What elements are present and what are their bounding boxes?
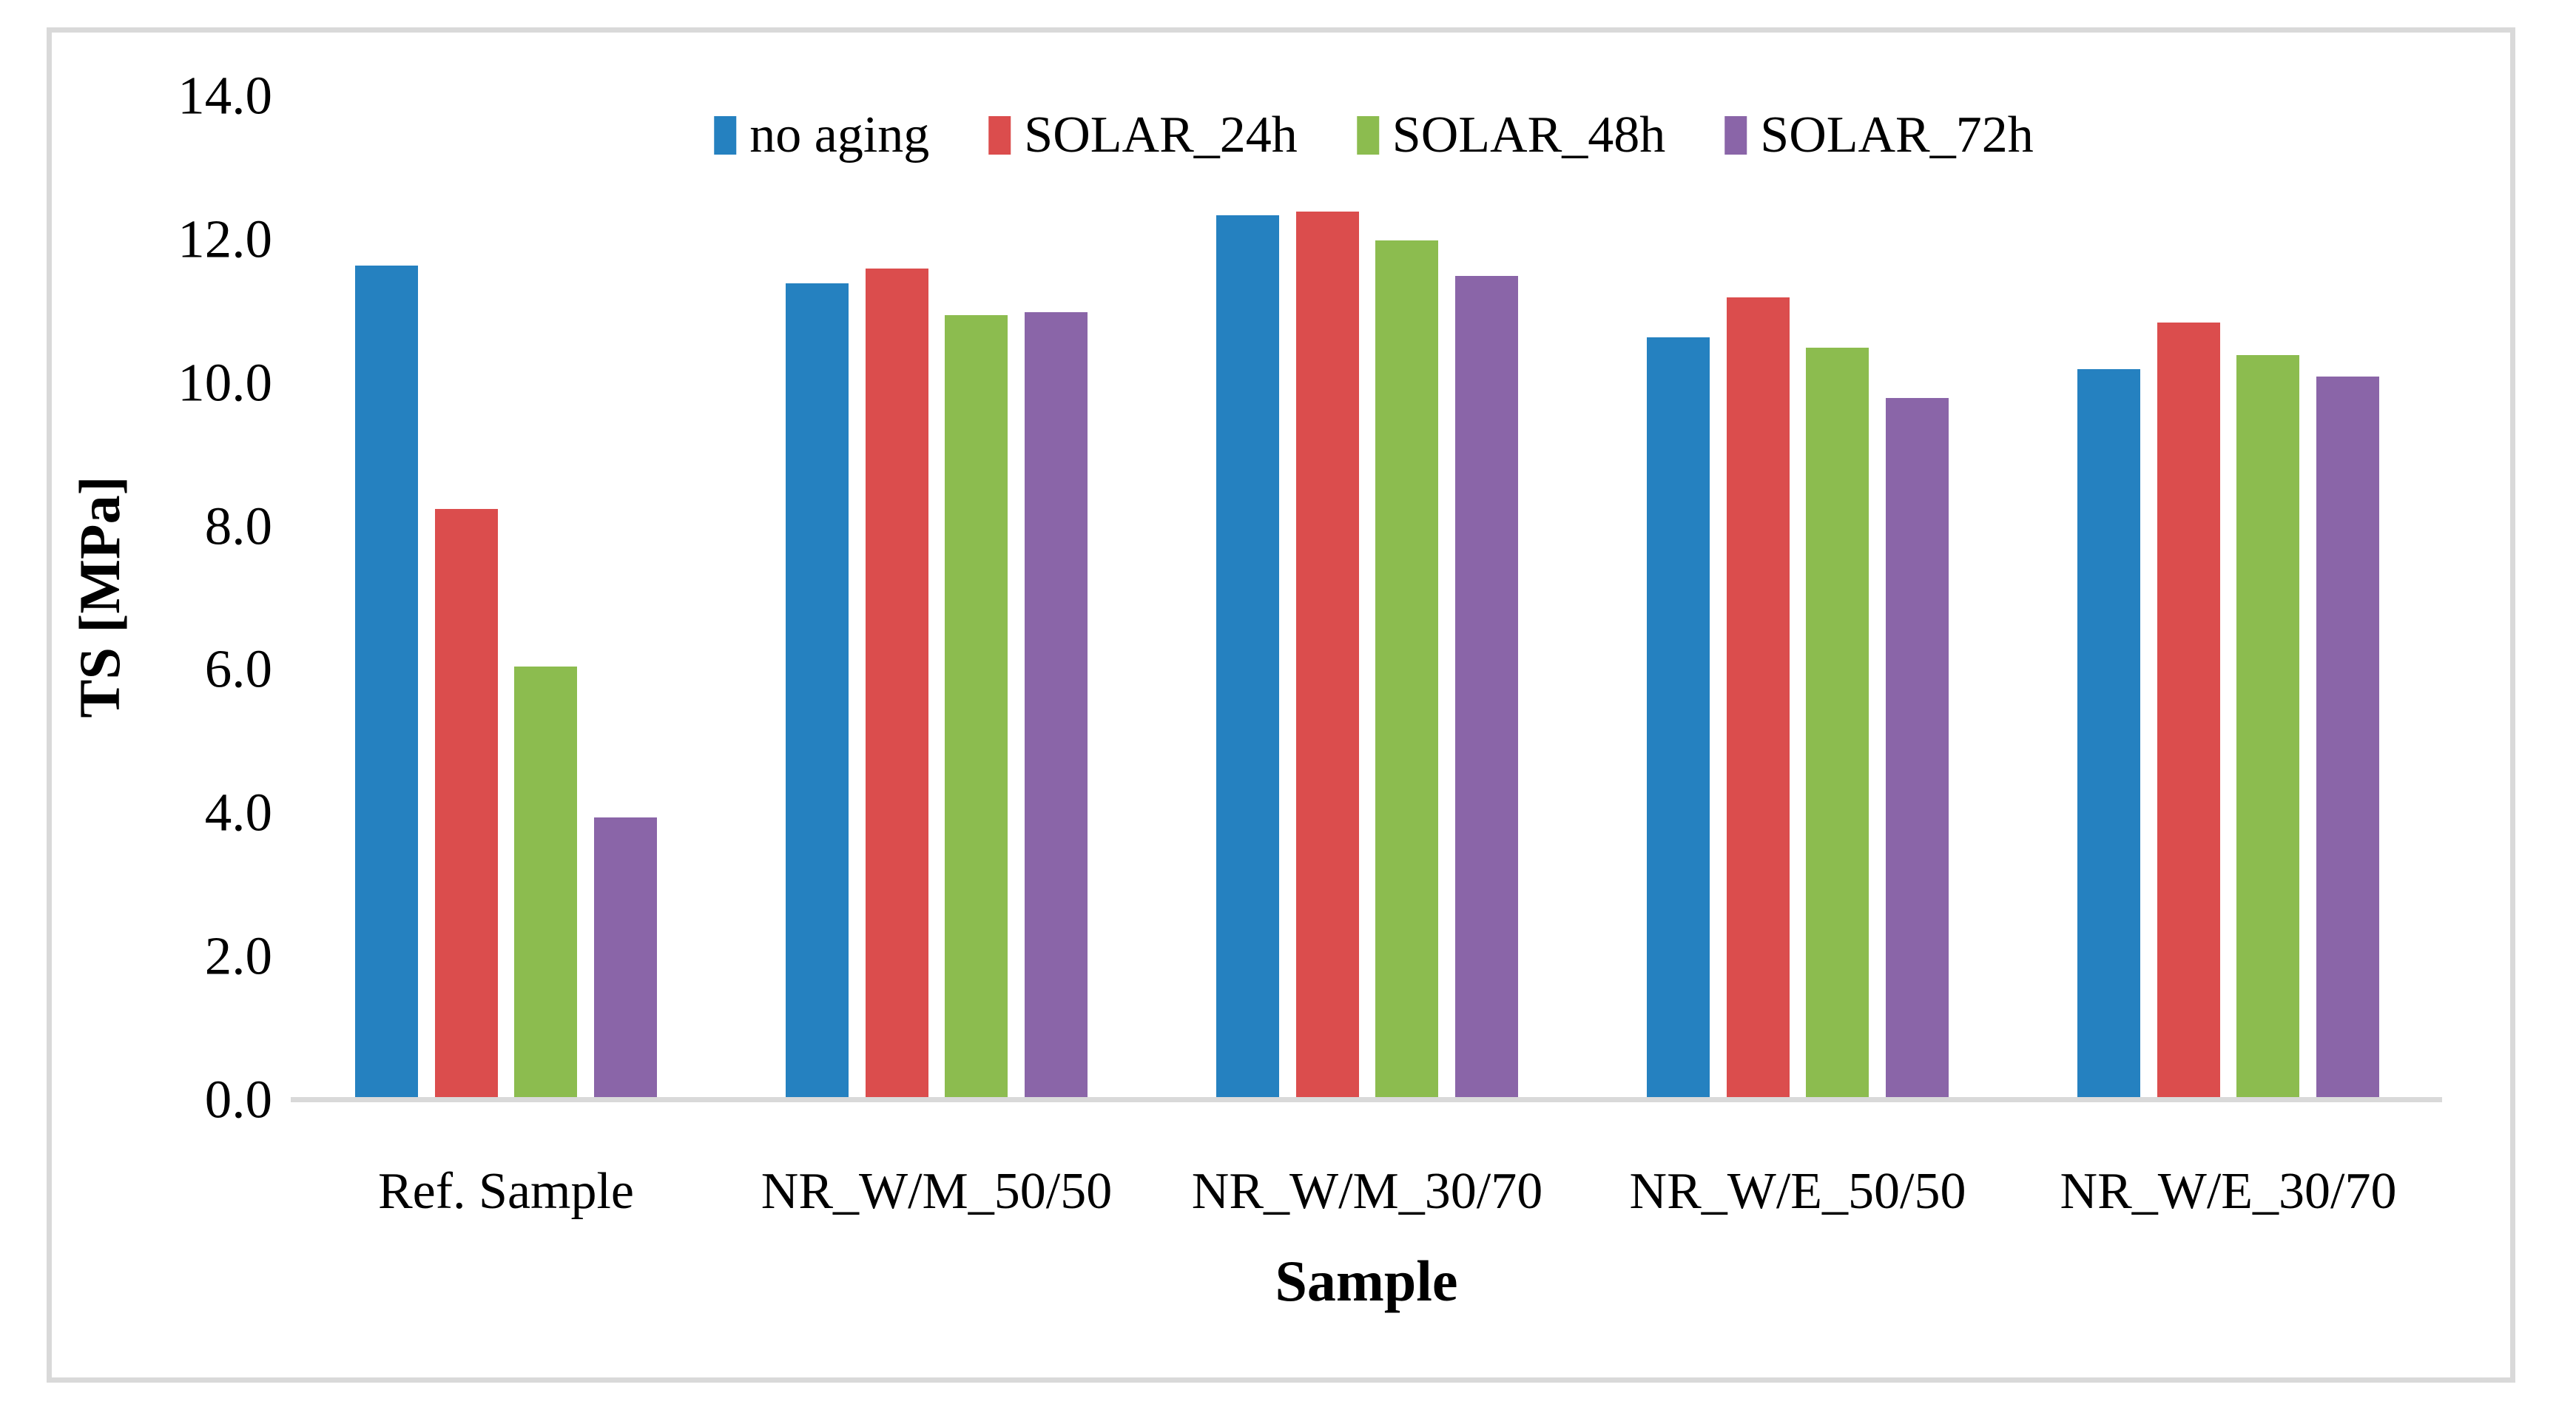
legend-label: no aging (749, 107, 930, 163)
y-axis-tick-label: 10.0 (178, 352, 272, 413)
y-axis-tick-label: 0.0 (204, 1069, 272, 1130)
legend-label: SOLAR_72h (1760, 107, 2034, 163)
x-axis-line (291, 1097, 2442, 1102)
bar-no-aging-NR_W-E_30-70 (2077, 369, 2141, 1097)
legend: no aging SOLAR_24h SOLAR_48h SOLAR_72h (714, 107, 2034, 163)
bar-SOLAR_72h-Ref-Sample (593, 817, 657, 1097)
bar-SOLAR_48h-NR_W-E_30-70 (2236, 354, 2300, 1097)
x-axis-category-label: Ref. Sample (377, 1163, 635, 1220)
bar-SOLAR_48h-NR_W-M_30-70 (1375, 240, 1439, 1097)
y-axis-tick-label: 4.0 (204, 782, 272, 843)
legend-swatch-icon (988, 116, 1011, 155)
legend-swatch-icon (714, 116, 737, 155)
y-axis-tick-label: 8.0 (204, 496, 272, 556)
x-axis-category-label: NR_W/E_30/70 (2060, 1163, 2397, 1220)
legend-label: SOLAR_24h (1024, 107, 1298, 163)
y-axis-tick-label: 6.0 (204, 638, 272, 699)
y-axis-tick-label: 12.0 (178, 209, 272, 269)
bar-SOLAR_24h-NR_W-E_30-70 (2157, 323, 2220, 1097)
legend-item-2: SOLAR_24h (988, 107, 1298, 163)
bar-SOLAR_48h-NR_W-M_50-50 (945, 315, 1008, 1097)
bar-no-aging-Ref-Sample (355, 265, 419, 1097)
bar-SOLAR_24h-Ref-Sample (434, 509, 498, 1097)
bar-SOLAR_24h-NR_W-M_50-50 (865, 269, 928, 1097)
bar-SOLAR_72h-NR_W-E_30-70 (2316, 376, 2379, 1097)
bar-SOLAR_72h-NR_W-M_30-70 (1454, 276, 1518, 1097)
x-axis-title: Sample (1275, 1249, 1458, 1313)
legend-swatch-icon (1724, 116, 1747, 155)
legend-item-4: SOLAR_72h (1724, 107, 2034, 163)
x-axis-category-label: NR_W/M_30/70 (1191, 1163, 1543, 1220)
bar-no-aging-NR_W-M_50-50 (786, 283, 849, 1097)
x-axis-category-label: NR_W/E_50/50 (1629, 1163, 1966, 1220)
legend-item-3: SOLAR_48h (1356, 107, 1666, 163)
bar-no-aging-NR_W-M_30-70 (1216, 215, 1280, 1097)
x-axis-category-label: NR_W/M_50/50 (761, 1163, 1113, 1220)
legend-item-1: no aging (714, 109, 929, 161)
bar-SOLAR_24h-NR_W-M_30-70 (1295, 211, 1359, 1097)
bar-SOLAR_48h-NR_W-E_50-50 (1806, 348, 1869, 1097)
bar-SOLAR_48h-Ref-Sample (514, 667, 578, 1097)
bar-SOLAR_24h-NR_W-E_50-50 (1726, 297, 1790, 1097)
bar-no-aging-NR_W-E_50-50 (1647, 337, 1710, 1097)
y-axis-tick-label: 2.0 (204, 925, 272, 986)
bar-SOLAR_72h-NR_W-M_50-50 (1024, 311, 1088, 1097)
y-axis-tick-label: 14.0 (178, 65, 272, 126)
bar-SOLAR_72h-NR_W-E_50-50 (1885, 397, 1949, 1097)
legend-label: SOLAR_48h (1392, 107, 1666, 163)
legend-swatch-icon (1356, 116, 1379, 155)
